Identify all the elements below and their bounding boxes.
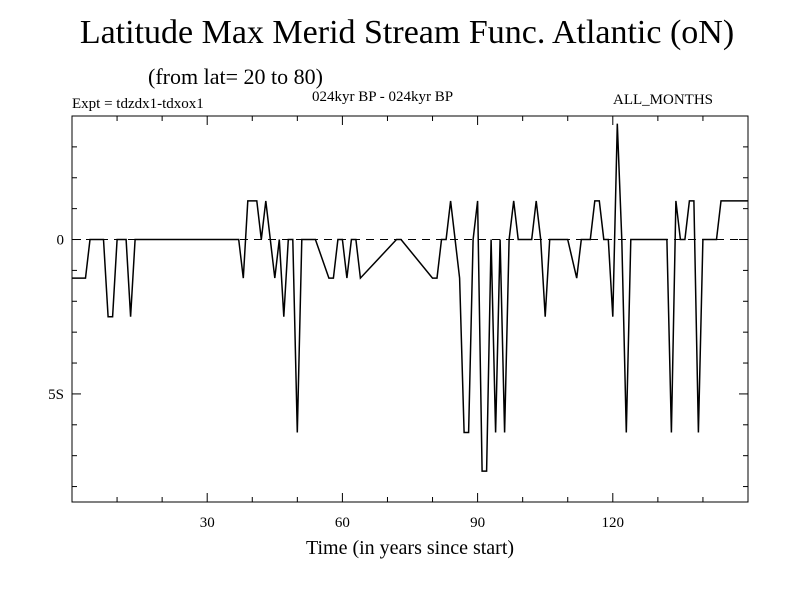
chart-subtitle: (from lat= 20 to 80) bbox=[148, 64, 323, 89]
axis-ticks bbox=[72, 115, 748, 502]
series-line bbox=[72, 123, 748, 472]
period-label: 024kyr BP - 024kyr BP bbox=[312, 89, 454, 105]
x-tick-label: 90 bbox=[470, 515, 485, 531]
y-tick-label: 0 bbox=[57, 233, 65, 249]
chart-title: Latitude Max Merid Stream Func. Atlantic… bbox=[79, 14, 735, 51]
experiment-label: Expt = tdzdx1-tdxox1 bbox=[72, 96, 204, 112]
x-tick-label: 120 bbox=[602, 515, 625, 531]
tick-labels: 30 60 90 120 0 5S bbox=[48, 233, 624, 531]
months-label: ALL_MONTHS bbox=[613, 92, 713, 108]
y-tick-label: 5S bbox=[48, 387, 64, 403]
x-tick-label: 60 bbox=[335, 515, 350, 531]
plot-frame bbox=[71, 115, 749, 503]
x-axis-label: Time (in years since start) bbox=[306, 537, 514, 559]
x-tick-label: 30 bbox=[200, 515, 215, 531]
